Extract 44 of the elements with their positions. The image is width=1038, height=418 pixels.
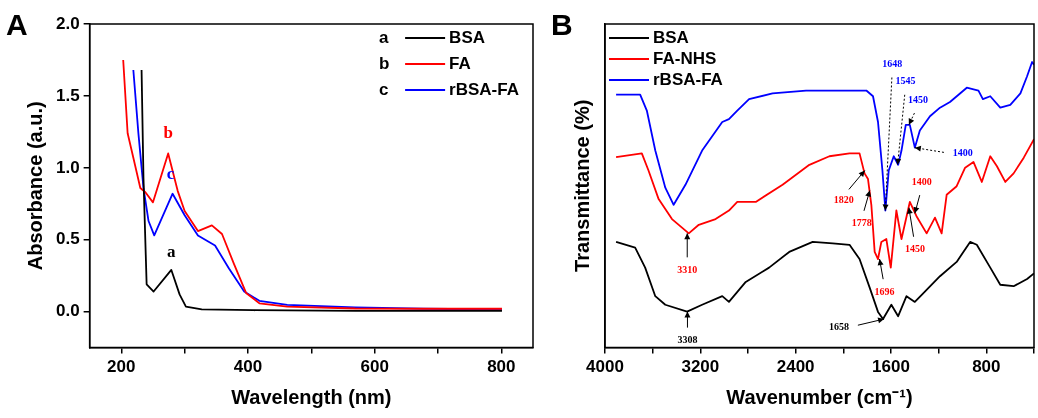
x-tick-label: 800 <box>972 357 1001 377</box>
annotation: 1820 <box>833 194 854 206</box>
x-tick-label: 600 <box>360 357 389 377</box>
annotation: 1450 <box>907 94 928 106</box>
annotation: 1450 <box>904 243 925 255</box>
annotation: 1696 <box>874 285 895 297</box>
x-tick-label: 400 <box>233 357 263 377</box>
legend-label: rBSA-FA <box>653 69 723 89</box>
legend-label: BSA <box>653 27 689 47</box>
legend-label: rBSA-FA <box>449 79 520 99</box>
x-tick-label: 200 <box>107 357 136 377</box>
x-axis-title: Wavelength (nm) <box>231 385 392 408</box>
text: c <box>379 79 389 99</box>
annotation: b <box>163 122 173 142</box>
annotation: 1648 <box>882 58 903 70</box>
legend-label: FA-NHS <box>653 48 717 68</box>
annotation: a <box>167 242 177 262</box>
y-tick-label: 0.5 <box>55 229 80 249</box>
x-tick-label: 800 <box>487 357 516 377</box>
annotation: 1778 <box>851 217 872 229</box>
x-tick-label: 3200 <box>681 357 720 377</box>
annotation: 1658 <box>829 320 850 332</box>
y-axis-title: Absorbance (a.u.) <box>23 101 46 271</box>
annotation: 3308 <box>677 334 698 346</box>
y-tick-label: 1.5 <box>55 85 80 105</box>
annotation: c <box>166 164 175 184</box>
chart-title: A <box>6 8 28 42</box>
x-tick-label: 4000 <box>586 357 624 377</box>
legend-label: BSA <box>449 27 486 47</box>
text: b <box>379 53 390 73</box>
annotation: 1400 <box>911 175 932 187</box>
annotation: 1400 <box>952 147 973 159</box>
x-tick-label: 2400 <box>776 357 815 377</box>
x-tick-label: 1600 <box>872 357 910 377</box>
text: a <box>379 27 389 47</box>
y-tick-label: 0.0 <box>55 301 80 321</box>
annotation: 1545 <box>895 75 916 87</box>
legend-label: FA <box>449 53 471 73</box>
y-tick-label: 1.0 <box>55 157 80 177</box>
y-axis-title: Transmittance (%) <box>570 99 593 272</box>
x-axis-title: Wavenumber (cm⁻¹) <box>726 385 913 408</box>
y-tick-label: 2.0 <box>55 13 80 33</box>
annotation: 3310 <box>677 263 698 275</box>
chart-title: B <box>551 8 573 42</box>
